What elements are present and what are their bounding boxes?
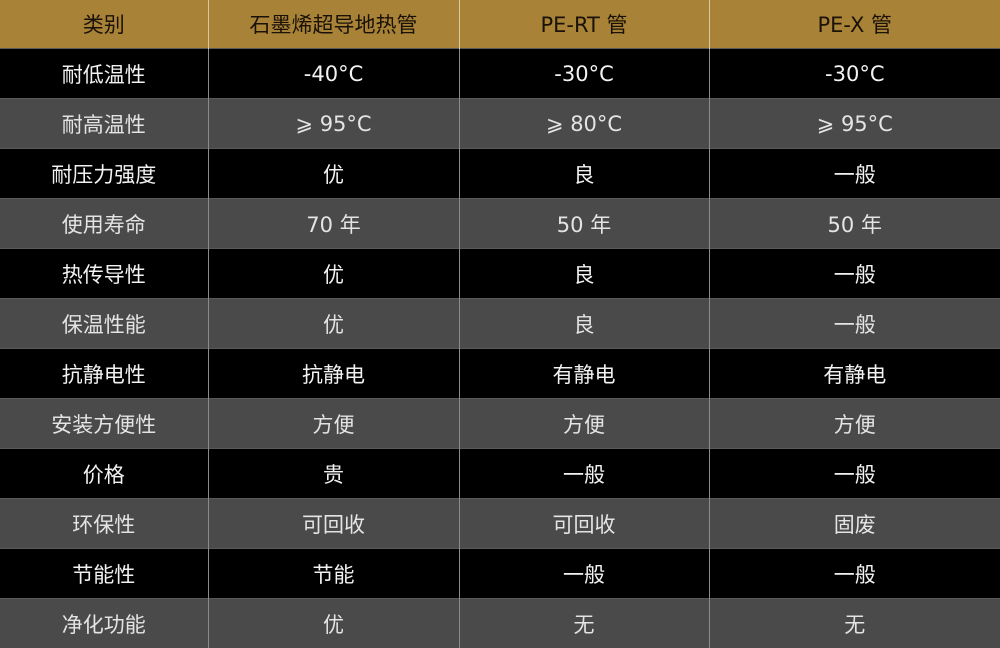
table-cell: 优 xyxy=(208,249,459,299)
table-cell: 固废 xyxy=(709,499,1000,549)
table-cell: 一般 xyxy=(459,449,709,499)
table-cell: 一般 xyxy=(709,449,1000,499)
table-cell: 方便 xyxy=(709,399,1000,449)
table-cell: 一般 xyxy=(709,299,1000,349)
table-row: 耐高温性⩾ 95°C⩾ 80°C⩾ 95°C xyxy=(0,99,1000,149)
column-header: 石墨烯超导地热管 xyxy=(208,0,459,49)
row-label: 节能性 xyxy=(0,549,208,599)
row-label: 净化功能 xyxy=(0,599,208,648)
column-header: PE-X 管 xyxy=(709,0,1000,49)
table-cell: 有静电 xyxy=(709,349,1000,399)
table-cell: -30°C xyxy=(459,49,709,99)
table-cell: 抗静电 xyxy=(208,349,459,399)
table-cell: ⩾ 95°C xyxy=(208,99,459,149)
table-row: 热传导性优良一般 xyxy=(0,249,1000,299)
table-row: 安装方便性方便方便方便 xyxy=(0,399,1000,449)
table-cell: 贵 xyxy=(208,449,459,499)
table-cell: ⩾ 80°C xyxy=(459,99,709,149)
table-cell: 良 xyxy=(459,149,709,199)
row-label: 耐低温性 xyxy=(0,49,208,99)
table-cell: 70 年 xyxy=(208,199,459,249)
row-label: 使用寿命 xyxy=(0,199,208,249)
table-cell: -30°C xyxy=(709,49,1000,99)
row-label: 价格 xyxy=(0,449,208,499)
table-row: 耐低温性-40°C-30°C-30°C xyxy=(0,49,1000,99)
table-cell: 一般 xyxy=(709,549,1000,599)
table-cell: 方便 xyxy=(459,399,709,449)
table-cell: 良 xyxy=(459,249,709,299)
table-row: 价格贵一般一般 xyxy=(0,449,1000,499)
table-row: 耐压力强度优良一般 xyxy=(0,149,1000,199)
table-cell: 50 年 xyxy=(709,199,1000,249)
table-cell: ⩾ 95°C xyxy=(709,99,1000,149)
row-label: 环保性 xyxy=(0,499,208,549)
column-header: 类别 xyxy=(0,0,208,49)
table-row: 节能性节能一般一般 xyxy=(0,549,1000,599)
table-cell: 优 xyxy=(208,599,459,648)
table-cell: 50 年 xyxy=(459,199,709,249)
row-label: 耐压力强度 xyxy=(0,149,208,199)
table-cell: 无 xyxy=(709,599,1000,648)
table-cell: 可回收 xyxy=(459,499,709,549)
table-cell: 可回收 xyxy=(208,499,459,549)
table-cell: 一般 xyxy=(709,249,1000,299)
table-cell: 无 xyxy=(459,599,709,648)
column-header: PE-RT 管 xyxy=(459,0,709,49)
row-label: 安装方便性 xyxy=(0,399,208,449)
table-cell: 方便 xyxy=(208,399,459,449)
table-cell: 优 xyxy=(208,149,459,199)
table-cell: 一般 xyxy=(709,149,1000,199)
table-row: 环保性可回收可回收固废 xyxy=(0,499,1000,549)
row-label: 热传导性 xyxy=(0,249,208,299)
table-row: 净化功能优无无 xyxy=(0,599,1000,648)
table-cell: 优 xyxy=(208,299,459,349)
table-cell: 良 xyxy=(459,299,709,349)
table-cell: -40°C xyxy=(208,49,459,99)
row-label: 保温性能 xyxy=(0,299,208,349)
table-cell: 一般 xyxy=(459,549,709,599)
row-label: 抗静电性 xyxy=(0,349,208,399)
table-row: 保温性能优良一般 xyxy=(0,299,1000,349)
table-cell: 有静电 xyxy=(459,349,709,399)
table-row: 抗静电性抗静电有静电有静电 xyxy=(0,349,1000,399)
table-cell: 节能 xyxy=(208,549,459,599)
row-label: 耐高温性 xyxy=(0,99,208,149)
